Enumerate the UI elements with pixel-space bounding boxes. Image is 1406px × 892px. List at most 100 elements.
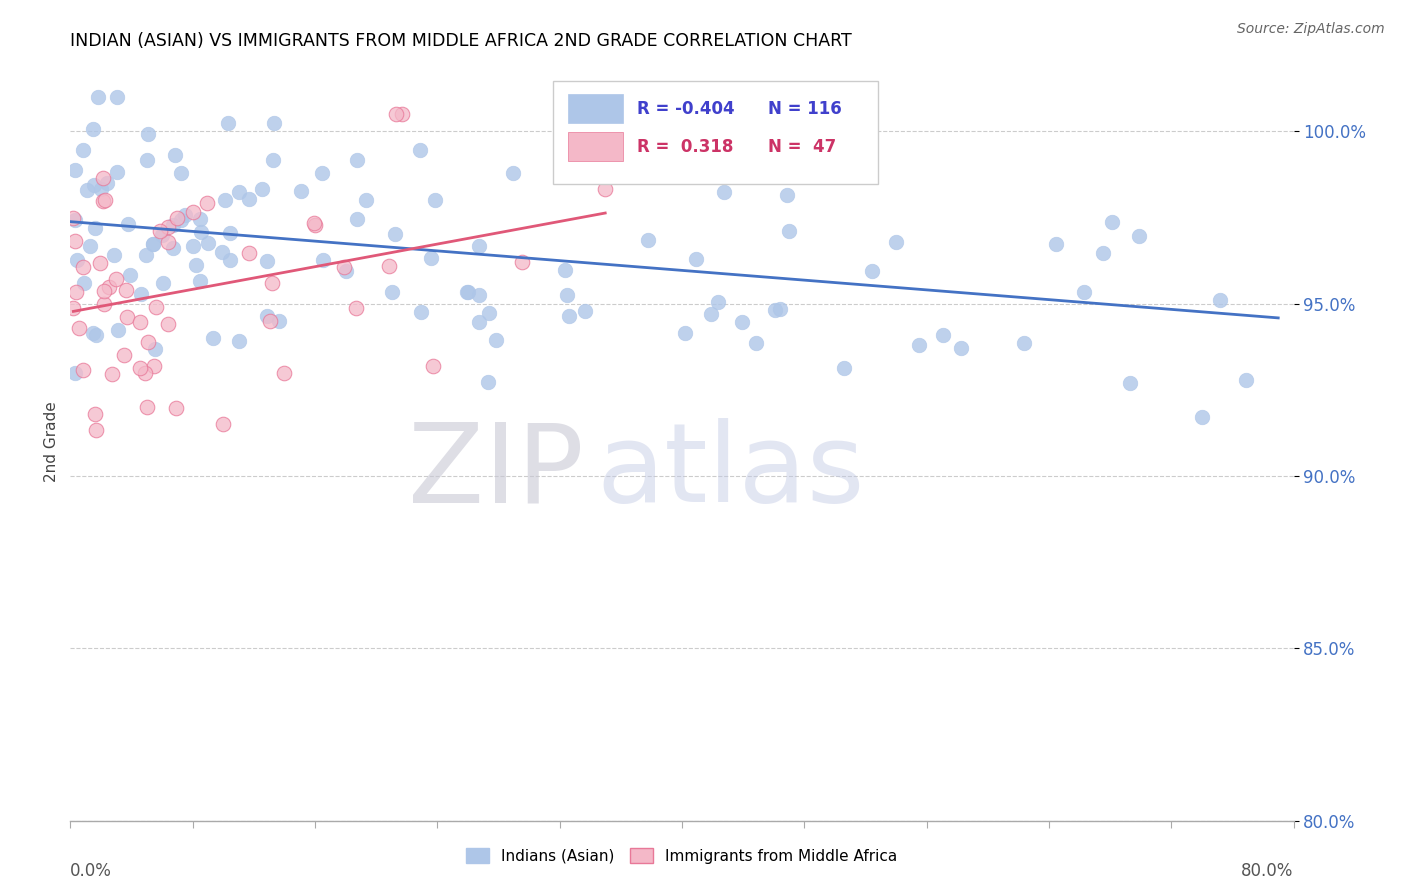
Point (98, 280, 121, 294)
Point (385, 107, 408, 121)
Point (73, 276, 96, 290)
Point (142, 236, 165, 251)
Point (83, 407, 105, 421)
Point (138, 335, 160, 350)
Point (91, 194, 114, 209)
Point (637, 233, 659, 247)
Point (112, 348, 135, 362)
Point (238, 192, 260, 206)
Point (378, 259, 401, 273)
Point (1234, 373, 1257, 387)
Point (87, 90, 110, 104)
Point (311, 165, 333, 179)
Point (157, 317, 180, 331)
Point (105, 272, 128, 286)
Point (335, 264, 357, 278)
Point (485, 333, 508, 347)
Legend: Indians (Asian), Immigrants from Middle Africa: Indians (Asian), Immigrants from Middle … (460, 842, 904, 870)
Point (468, 288, 491, 302)
Point (214, 193, 236, 207)
Point (304, 216, 326, 230)
Point (1101, 215, 1123, 229)
Point (63, 213, 86, 227)
Point (103, 248, 125, 262)
Point (195, 196, 218, 211)
Point (94, 193, 117, 207)
Point (456, 285, 478, 299)
Y-axis label: 2nd Grade: 2nd Grade (44, 401, 59, 482)
Point (212, 417, 235, 432)
Point (93, 284, 115, 298)
Point (502, 166, 524, 180)
Point (409, 143, 432, 157)
Point (778, 224, 800, 238)
Point (769, 301, 792, 316)
Point (129, 360, 152, 375)
Point (1045, 236, 1067, 251)
Point (554, 122, 576, 136)
Point (467, 239, 489, 253)
Point (84, 328, 107, 343)
Point (166, 211, 188, 225)
Point (217, 116, 239, 130)
Point (143, 343, 166, 357)
Point (256, 253, 278, 268)
Point (129, 315, 152, 329)
Point (163, 148, 186, 162)
Point (311, 253, 333, 268)
Point (1209, 293, 1232, 307)
Point (593, 182, 616, 196)
Point (423, 193, 446, 207)
Point (96, 176, 118, 190)
Point (477, 376, 499, 390)
Point (91, 170, 114, 185)
Point (143, 359, 166, 373)
Point (259, 314, 281, 328)
Text: atlas: atlas (596, 418, 865, 525)
Point (478, 306, 501, 320)
Point (136, 153, 159, 168)
Point (170, 213, 193, 227)
Point (907, 337, 929, 351)
Point (304, 218, 326, 232)
Point (67, 321, 90, 335)
Point (745, 336, 768, 351)
Point (62, 211, 84, 225)
Point (384, 227, 406, 241)
Point (66, 252, 89, 267)
Point (105, 165, 128, 179)
Point (134, 366, 156, 380)
Point (149, 223, 172, 237)
Point (142, 236, 165, 251)
Point (211, 244, 233, 259)
Point (145, 300, 167, 314)
Point (273, 366, 295, 380)
Point (115, 310, 138, 325)
Point (797, 156, 820, 170)
Point (63, 234, 86, 248)
Point (422, 359, 444, 374)
Point (713, 185, 735, 199)
Point (763, 302, 786, 317)
Point (170, 166, 193, 180)
Point (156, 235, 179, 249)
Point (1012, 336, 1035, 351)
Point (63, 162, 86, 177)
Point (860, 264, 883, 278)
Point (162, 218, 184, 232)
Point (685, 252, 707, 266)
Point (419, 251, 441, 265)
Point (107, 323, 129, 337)
Point (1191, 409, 1213, 424)
Point (238, 246, 260, 260)
Point (250, 181, 273, 195)
Point (197, 236, 219, 251)
Point (260, 276, 283, 290)
Point (290, 185, 312, 199)
Point (188, 274, 211, 288)
Point (671, 123, 693, 137)
Point (181, 238, 204, 252)
Point (381, 285, 404, 299)
Point (1119, 376, 1142, 391)
Point (707, 294, 730, 309)
